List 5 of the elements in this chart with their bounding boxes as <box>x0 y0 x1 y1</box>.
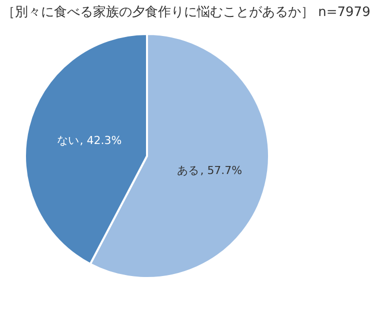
slice-label: ある <box>177 164 200 177</box>
chart-title: ［別々に食べる家族の夕食作りに悩むことがあるか］ n=7979 <box>2 4 370 20</box>
data-label: , 57.7% <box>200 164 242 177</box>
data-label: , 42.3% <box>80 134 122 148</box>
slice-label: ない <box>56 134 79 148</box>
